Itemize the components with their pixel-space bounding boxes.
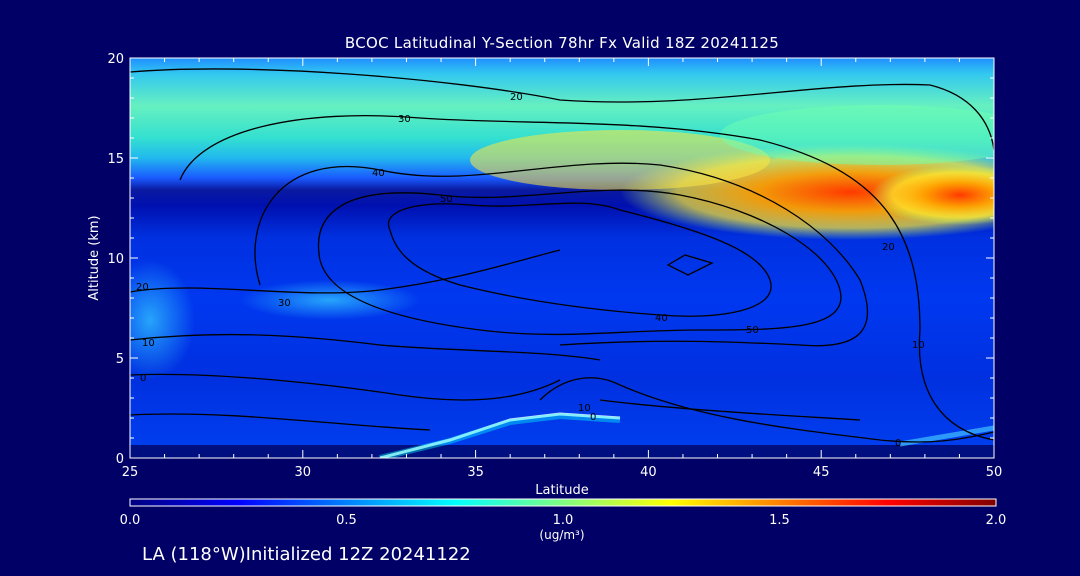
x-tick-label: 45 xyxy=(813,465,830,480)
contour-label: 0 xyxy=(140,373,146,384)
x-tick-label: 40 xyxy=(640,465,657,480)
contour-label-group: 20 30 40 50 20 30 10 0 40 50 20 10 0 10 … xyxy=(136,92,925,449)
contour-label: 20 xyxy=(136,282,149,293)
y-tick-label: 20 xyxy=(107,52,124,67)
contour-label: 0 xyxy=(590,412,596,423)
contour-lower xyxy=(130,413,431,431)
contour-label: 0 xyxy=(895,438,901,449)
contour-40 xyxy=(254,162,869,347)
y-axis-title: Altitude (km) xyxy=(87,215,102,300)
x-axis: 25 30 35 40 45 50 xyxy=(122,58,1003,480)
colorbar-tick-label: 1.5 xyxy=(769,513,790,528)
chart-title: BCOC Latitudinal Y-Section 78hr Fx Valid… xyxy=(344,34,780,52)
contour-label: 10 xyxy=(912,340,925,351)
colorbar xyxy=(129,498,997,507)
contour-label: 30 xyxy=(398,114,411,125)
heatmap-field xyxy=(130,58,994,458)
contour-10 xyxy=(130,333,601,361)
colorbar-tick-label: 2.0 xyxy=(986,513,1007,528)
contour-label: 50 xyxy=(746,325,759,336)
contour-lines xyxy=(130,68,994,443)
x-axis-title: Latitude xyxy=(535,483,589,498)
footer-label: LA (118°W)Initialized 12Z 20241122 xyxy=(142,544,471,565)
x-tick-label: 35 xyxy=(467,465,484,480)
x-tick-label: 25 xyxy=(122,465,139,480)
y-tick-label: 15 xyxy=(107,152,124,167)
contour-50 xyxy=(317,189,842,336)
contour-label: 50 xyxy=(440,194,453,205)
contour-label: 40 xyxy=(655,313,668,324)
contour-0-right xyxy=(539,377,994,443)
y-tick-label: 0 xyxy=(116,452,124,467)
contour-30-mid xyxy=(130,249,561,294)
contour-label: 10 xyxy=(578,403,591,414)
colorbar-tick-label: 0.0 xyxy=(120,513,141,528)
contour-label: 20 xyxy=(510,92,523,103)
colorbar-tick-label: 1.0 xyxy=(553,513,574,528)
y-axis: 0 5 10 15 20 xyxy=(107,52,994,467)
x-tick-label: 30 xyxy=(295,465,312,480)
colorbar-tick-label: 0.5 xyxy=(336,513,357,528)
contour-0-left xyxy=(130,373,561,401)
contour-max xyxy=(666,254,714,276)
x-tick-label: 50 xyxy=(986,465,1003,480)
y-tick-label: 10 xyxy=(107,252,124,267)
colorbar-unit: (ug/m³) xyxy=(539,528,585,542)
contour-60 xyxy=(387,202,772,317)
contour-label: 40 xyxy=(372,168,385,179)
y-tick-label: 5 xyxy=(116,352,124,367)
contour-30-upper xyxy=(179,115,994,441)
contour-label: 30 xyxy=(278,298,291,309)
contour-label: 20 xyxy=(882,242,895,253)
contour-20-upper xyxy=(130,68,994,151)
colorbar-ticks: 0.0 0.5 1.0 1.5 2.0 xyxy=(120,513,1007,528)
contour-label: 10 xyxy=(142,338,155,349)
contour-lower-2 xyxy=(599,399,861,421)
